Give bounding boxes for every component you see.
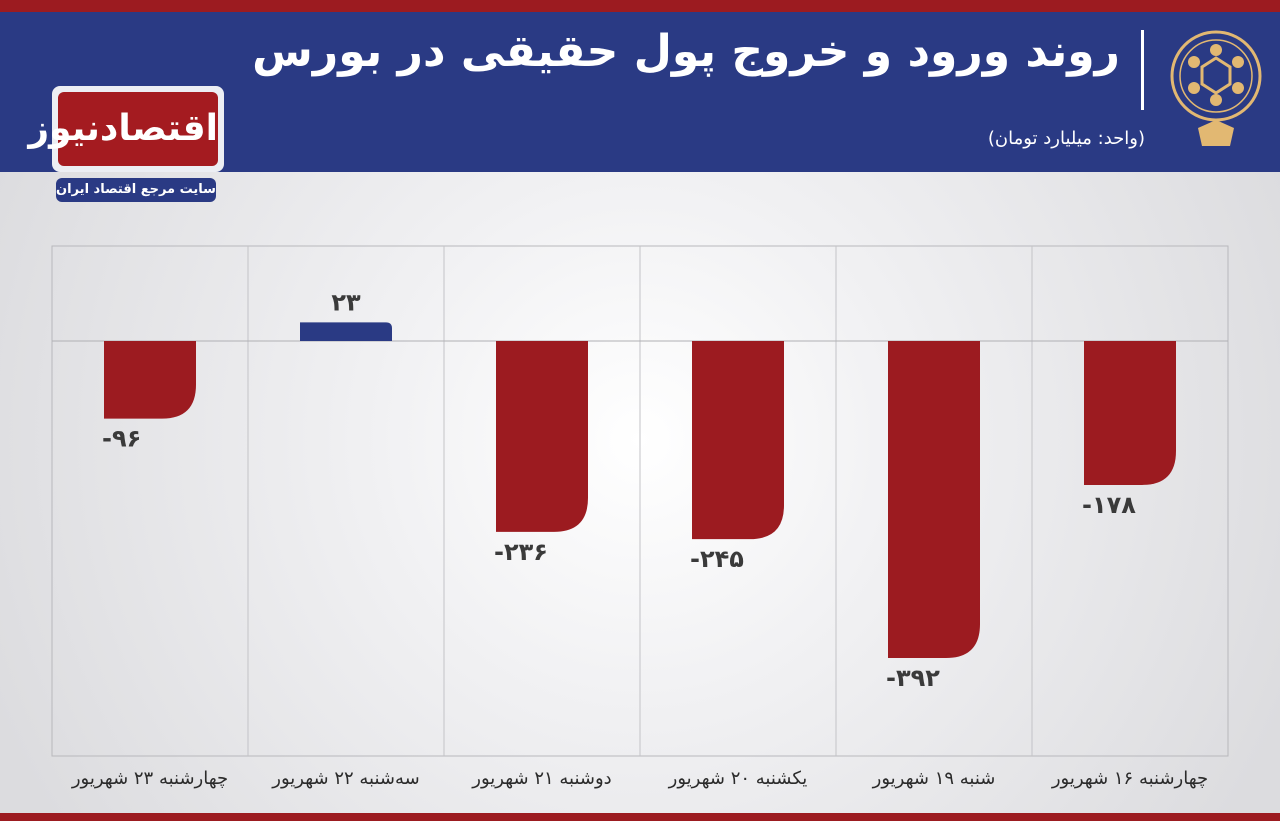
category-label: یکشنبه ۲۰ شهریور: [668, 768, 808, 789]
bar: [496, 341, 588, 532]
data-label: -۳۹۲: [886, 664, 940, 692]
data-label: -۲۳۶: [494, 538, 548, 566]
top-stripe: [0, 0, 1280, 12]
brand-logo: اقتصادنیوز سایت مرجع اقتصاد ایران: [28, 86, 224, 204]
brand-name: اقتصادنیوز: [28, 92, 218, 166]
exchange-emblem-icon: [1170, 30, 1262, 146]
category-label: چهارشنبه ۲۳ شهریور: [71, 768, 229, 789]
category-label: دوشنبه ۲۱ شهریور: [472, 768, 612, 789]
brand-tagline: سایت مرجع اقتصاد ایران: [56, 178, 216, 202]
bar: [692, 341, 784, 540]
bottom-stripe: [0, 813, 1280, 821]
bar: [300, 322, 392, 341]
data-label: -۹۶: [102, 425, 141, 453]
category-label: چهارشنبه ۱۶ شهریور: [1051, 768, 1209, 789]
bar: [1084, 341, 1176, 485]
category-label: شنبه ۱۹ شهریور: [872, 768, 996, 789]
data-label: -۱۷۸: [1082, 491, 1136, 519]
unit-label: (واحد: میلیارد تومان): [987, 128, 1145, 149]
brand-box: اقتصادنیوز: [28, 86, 224, 172]
title-divider: [1141, 30, 1144, 110]
bar: [888, 341, 980, 658]
data-label: ۲۳: [331, 288, 361, 316]
category-label: سه‌شنبه ۲۲ شهریور: [272, 768, 420, 789]
chart-title: روند ورود و خروج پول حقیقی در بورس: [252, 26, 1120, 77]
data-label: -۲۴۵: [690, 545, 744, 573]
bar: [104, 341, 196, 419]
